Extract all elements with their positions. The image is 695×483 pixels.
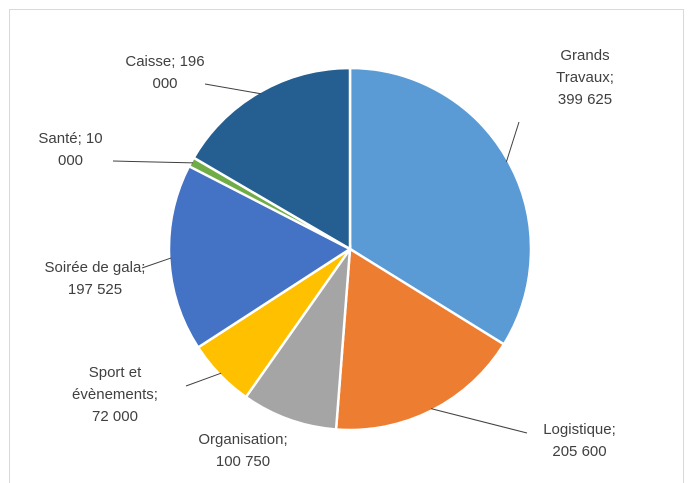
leader-line — [505, 121, 520, 163]
data-label: Santé; 10 000 — [38, 128, 103, 172]
data-label: Grands Travaux; 399 625 — [550, 45, 620, 111]
label-part: 100 750 — [215, 453, 271, 470]
data-label: Sport et évènements; 72 000 — [70, 362, 160, 428]
chart-frame — [9, 9, 684, 483]
data-label: Logistique; 205 600 — [532, 419, 627, 463]
leader-line — [112, 160, 194, 164]
label-part: 10 000 — [57, 130, 103, 169]
label-part: Caisse; — [125, 53, 176, 70]
data-label: Organisation; 100 750 — [193, 429, 293, 473]
leader-line — [141, 257, 172, 269]
leader-line — [430, 408, 528, 434]
label-part: Logistique; — [543, 421, 616, 438]
pie-slice — [191, 66, 352, 252]
leader-line — [204, 83, 261, 95]
label-part: Organisation; — [198, 431, 288, 448]
label-part: Sport et évènements; — [72, 364, 158, 403]
pie-slice — [167, 164, 353, 350]
label-part: 72 000 — [92, 408, 138, 425]
label-part: Soirée de gala; — [44, 259, 146, 276]
label-part: 196 000 — [152, 53, 205, 92]
pie-slice — [334, 246, 506, 432]
label-part: Santé; — [38, 130, 82, 147]
label-part: Grands Travaux; — [556, 47, 614, 86]
label-part: 399 625 — [557, 91, 613, 108]
data-label: Caisse; 196 000 — [125, 51, 205, 95]
data-label: Soirée de gala; 197 525 — [40, 257, 150, 301]
pie-slice — [348, 66, 533, 347]
leader-line — [185, 372, 222, 387]
pie-slice — [244, 244, 352, 431]
label-part: 197 525 — [67, 281, 123, 298]
label-part: 205 600 — [552, 443, 607, 460]
